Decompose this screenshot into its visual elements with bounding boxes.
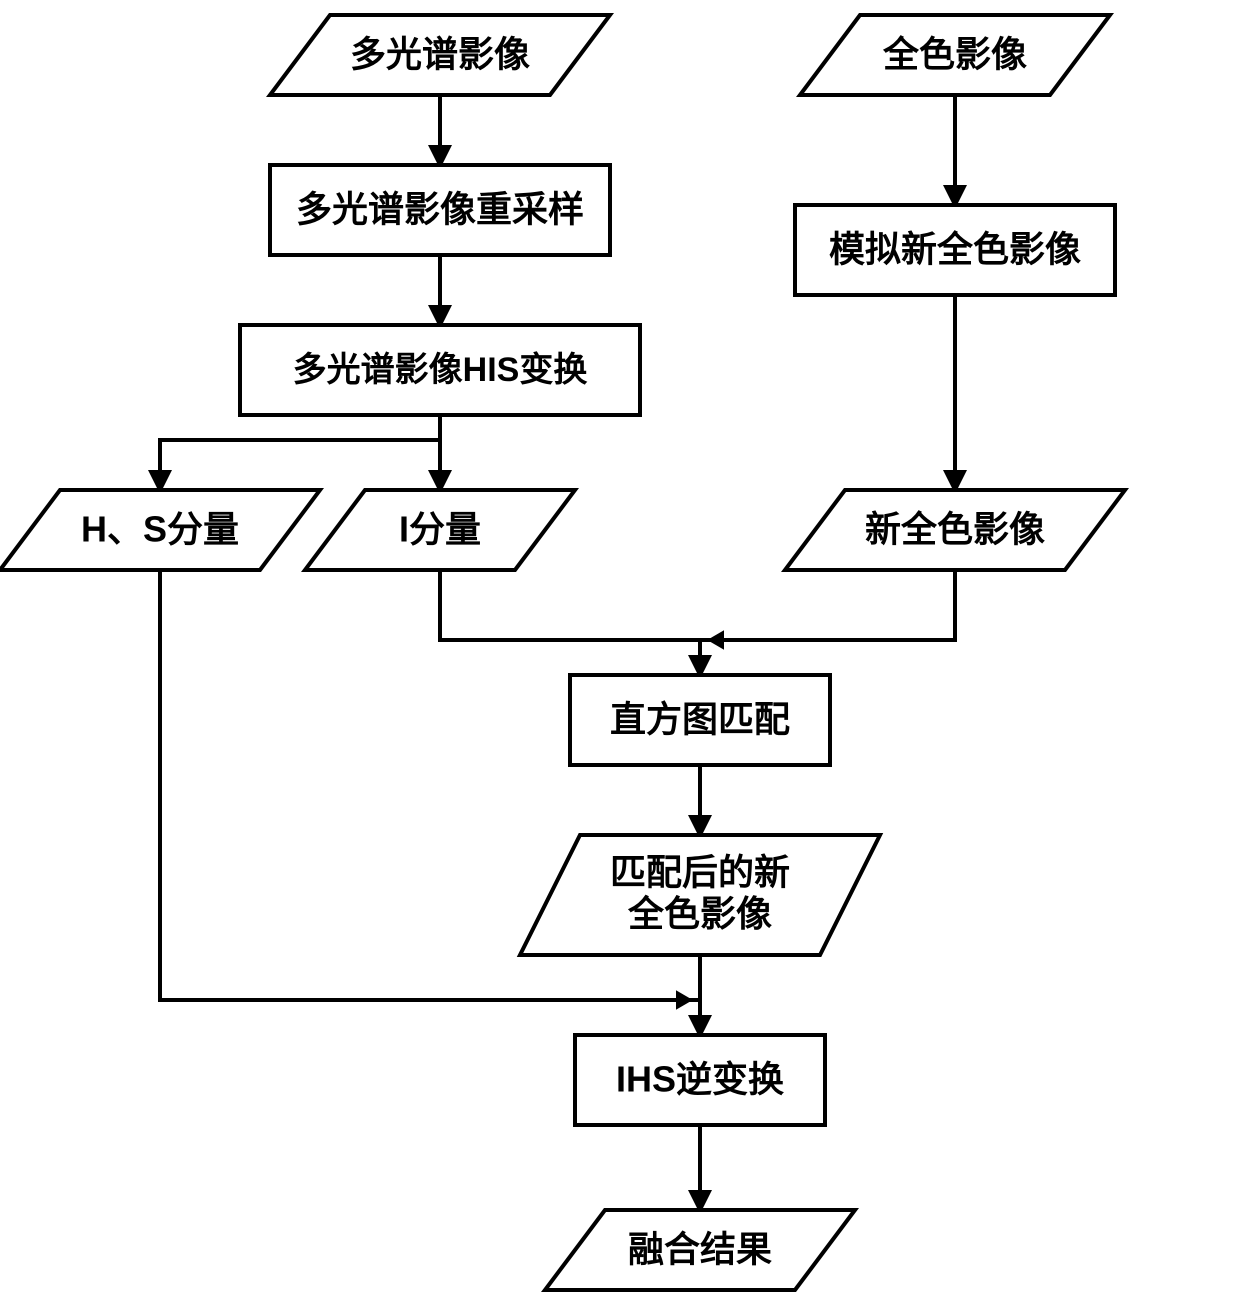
- node-label: 多光谱影像: [350, 34, 530, 75]
- node-label: 匹配后的新: [610, 852, 790, 893]
- node-n_simpan: 模拟新全色影像: [795, 205, 1115, 295]
- node-label-2: 全色影像: [627, 893, 772, 934]
- node-label: 直方图匹配: [610, 699, 790, 740]
- flow-edge: [440, 570, 700, 675]
- node-n_result: 融合结果: [545, 1210, 855, 1290]
- node-n_his: 多光谱影像HIS变换: [240, 325, 640, 415]
- node-n_newpan: 新全色影像: [785, 490, 1125, 570]
- node-n_hs: H、S分量: [0, 490, 320, 570]
- node-n_matched: 匹配后的新全色影像: [520, 835, 880, 955]
- flow-edge: [700, 570, 955, 640]
- node-label: 新全色影像: [865, 509, 1045, 550]
- node-label: I分量: [399, 509, 481, 550]
- node-n_inv: IHS逆变换: [575, 1035, 825, 1125]
- node-label: IHS逆变换: [616, 1059, 784, 1100]
- flow-edge: [160, 440, 240, 490]
- node-n_i: I分量: [305, 490, 575, 570]
- node-n_ms: 多光谱影像: [270, 15, 610, 95]
- node-n_resamp: 多光谱影像重采样: [270, 165, 610, 255]
- node-label: 模拟新全色影像: [829, 229, 1081, 270]
- flowchart-diagram: 多光谱影像全色影像多光谱影像重采样模拟新全色影像多光谱影像HIS变换H、S分量I…: [0, 0, 1240, 1313]
- node-n_pan: 全色影像: [800, 15, 1110, 95]
- node-label: 多光谱影像HIS变换: [293, 351, 588, 389]
- flow-edge: [240, 415, 440, 440]
- node-label: 全色影像: [882, 34, 1027, 75]
- node-label: 融合结果: [628, 1229, 772, 1270]
- arrowhead: [676, 990, 693, 1010]
- node-n_hist: 直方图匹配: [570, 675, 830, 765]
- node-label: 多光谱影像重采样: [296, 189, 584, 230]
- arrowhead: [707, 630, 724, 650]
- node-label: H、S分量: [81, 509, 239, 550]
